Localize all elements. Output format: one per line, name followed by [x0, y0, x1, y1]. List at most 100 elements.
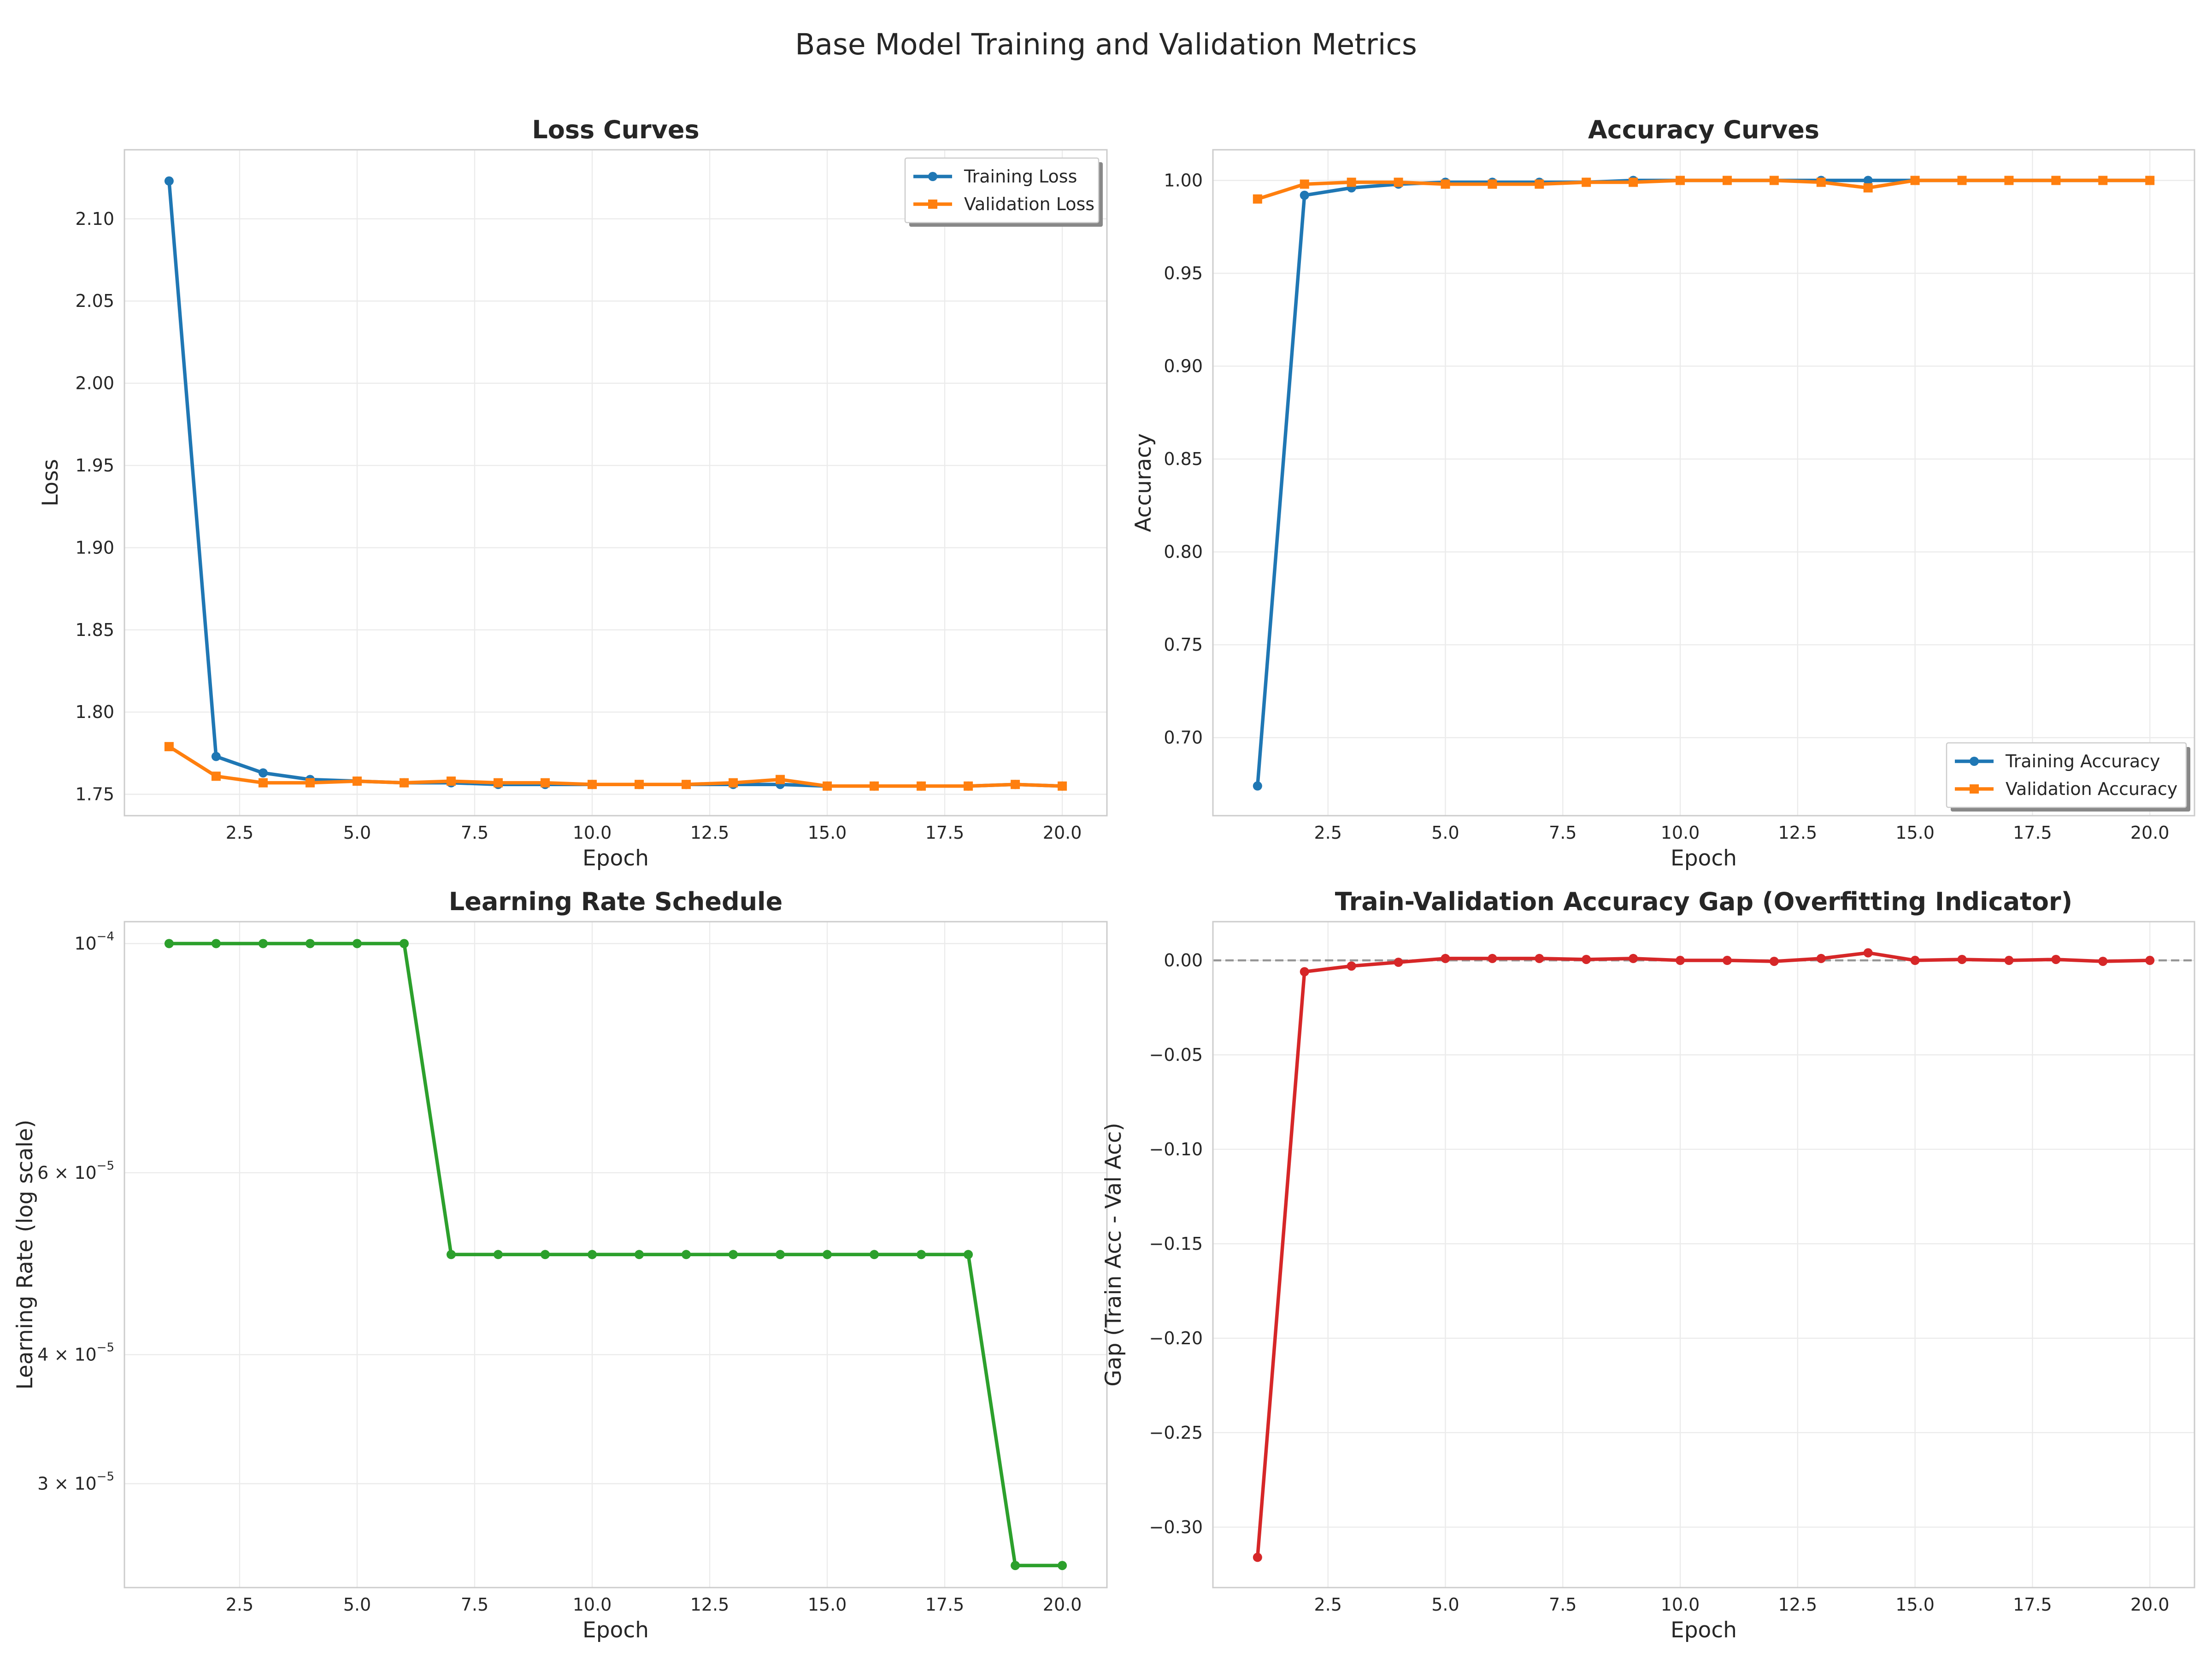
panel-3-series-1-point — [1011, 1561, 1020, 1571]
panel-2-series-1-point — [1300, 190, 1309, 200]
panel-4-series-1-point — [1441, 953, 1450, 963]
panel-4-series-1-point — [1957, 954, 1967, 964]
panel-4-ytick-label: −0.25 — [1149, 1423, 1203, 1443]
panel-4-xtick-label: 5.0 — [1431, 1594, 1459, 1615]
panel-2-series-2-line — [1257, 178, 2150, 201]
panel-2-series-1-point — [1863, 176, 1873, 185]
panel-3-series-1-point — [211, 939, 221, 948]
panel-3-ytick-base: 6 × 10 — [37, 1163, 97, 1183]
panel-3-ytick-exponent: −5 — [97, 1341, 114, 1355]
panel-3-ytick-exponent: −5 — [97, 1159, 114, 1173]
panel-4-title: Train-Validation Accuracy Gap (Overfitti… — [1335, 887, 2073, 916]
panel-1-series-1-point — [164, 176, 174, 186]
panel-3-series-1-point — [635, 1250, 644, 1259]
panel-4-xtick-label: 15.0 — [1895, 1594, 1935, 1615]
panel-3-ytick-label: 10−4 — [74, 930, 114, 953]
panel-1-ytick-label: 1.90 — [75, 537, 114, 558]
panel-2-series-2-point — [2051, 176, 2061, 185]
panel-4-series-1-point — [2004, 956, 2014, 965]
panel-4-ytick-label: −0.05 — [1149, 1045, 1203, 1065]
figure-title: Base Model Training and Validation Metri… — [795, 28, 1417, 61]
panel-2-ytick-label: 1.00 — [1164, 171, 1203, 191]
panel-1-series-1-point — [258, 768, 268, 778]
panel-3-series-1-point — [776, 1250, 785, 1259]
panel-4-series-1-point — [1816, 953, 1826, 963]
panel-3-series-1 — [164, 939, 1067, 1571]
panel-3-xtick-label: 20.0 — [1043, 1594, 1082, 1615]
panel-1-xtick-label: 2.5 — [226, 823, 253, 843]
panel-1: 2.5 5.0 7.5 10.0 12.5 15.0 17.5 20.0 1.75 1.80 1.8… — [38, 115, 1108, 871]
panel-1-series-2-point — [1058, 781, 1067, 791]
panel-4-series-1-point — [1769, 957, 1779, 966]
panel-1-plot-area — [124, 150, 1107, 816]
panel-1-series-2-point — [352, 777, 362, 786]
panel-4-series-1-point — [1347, 961, 1356, 971]
panel-4-series-1-point — [2051, 954, 2061, 964]
panel-2-series-2-point — [1957, 176, 1967, 185]
panel-2-series-2-point — [1441, 179, 1450, 189]
panel-1-ytick-label: 2.05 — [75, 291, 114, 311]
panel-3-series-1-point — [917, 1250, 926, 1259]
panel-3-series-1-point — [164, 939, 174, 948]
panel-4-xtick-label: 17.5 — [2013, 1594, 2052, 1615]
panel-2-legend-box — [1946, 742, 2187, 808]
panel-2-legend-swatch-marker — [1970, 784, 1979, 794]
panel-2-xtick-label: 17.5 — [2013, 823, 2052, 843]
panel-2-series-2 — [1253, 176, 2155, 204]
panel-4-series-1-line — [1256, 951, 2150, 1558]
panel-1-legend-swatch-marker — [928, 172, 937, 181]
panel-2-xtick-label: 5.0 — [1431, 823, 1459, 843]
panel-4-series-1-point — [1722, 956, 1732, 965]
panel-3-series-1-point — [446, 1250, 456, 1259]
panel-2-series-2-point — [1535, 179, 1544, 189]
panel-2-ytick-label: 0.75 — [1164, 635, 1203, 655]
panel-4-ytick-label: −0.20 — [1149, 1328, 1203, 1348]
panel-3-series-1-point — [1058, 1561, 1067, 1571]
panel-1-series-2-point — [823, 781, 832, 791]
panel-1-ytick-label: 1.85 — [75, 620, 114, 640]
panel-2-legend-label: Validation Accuracy — [2006, 779, 2177, 799]
panel-1-series-2 — [164, 742, 1067, 791]
panel-2-legend-label: Training Accuracy — [2005, 751, 2160, 771]
panel-4-plot-area — [1213, 922, 2194, 1588]
panel-1-ytick-label: 1.75 — [75, 784, 114, 805]
panel-1-ytick-label: 1.95 — [75, 455, 114, 476]
panel-3-series-1-point — [823, 1250, 832, 1259]
panel-4-series-1-point — [2098, 957, 2108, 966]
panel-2-series-2-point — [1582, 177, 1591, 187]
panel-1-xlabel: Epoch — [582, 846, 649, 871]
panel-3-ytick-base: 10 — [74, 933, 96, 953]
panel-2-xlabel: Epoch — [1671, 846, 1737, 871]
panel-2-series-1-point — [1253, 781, 1262, 791]
panel-1-ytick-label: 2.10 — [75, 209, 114, 229]
panel-4-series-1-point — [1582, 954, 1591, 964]
panel-2-series-2-point — [2098, 176, 2108, 185]
panel-4-series-1-point — [1863, 948, 1873, 958]
panel-1-series-2-point — [305, 778, 315, 788]
panel-1-series-2-point — [540, 778, 550, 788]
panel-1-xtick-label: 12.5 — [690, 823, 729, 843]
panel-2-ytick-label: 0.80 — [1164, 542, 1203, 562]
panel-2-series-2-point — [1676, 176, 1685, 185]
panel-3-xtick-label: 2.5 — [226, 1594, 253, 1615]
panel-1-series-2-point — [1011, 780, 1020, 789]
panel-3-xtick-label: 5.0 — [343, 1594, 371, 1615]
panel-4-xtick-label: 20.0 — [2130, 1594, 2170, 1615]
panel-2-series-2-point — [1488, 179, 1497, 189]
panel-2-xtick-label: 20.0 — [2130, 823, 2170, 843]
panel-2-series-2-point — [1300, 179, 1309, 189]
panel-1-ylabel: Loss — [38, 459, 63, 506]
panel-1-series-1-point — [211, 752, 221, 761]
panel-2-title: Accuracy Curves — [1588, 115, 1819, 144]
panel-3-ylabel: Learning Rate (log scale) — [12, 1119, 38, 1389]
panel-3-series-1-line — [169, 941, 1063, 1567]
panel-3-ytick-base: 3 × 10 — [37, 1474, 97, 1494]
panel-2-xtick-label: 2.5 — [1314, 823, 1341, 843]
panel-2: 2.5 5.0 7.5 10.0 12.5 15.0 17.5 20.0 0.70 0.75 0.8… — [1131, 115, 2195, 871]
panel-1-legend-label: Training Loss — [964, 166, 1077, 187]
panel-4-series-1-point — [1629, 953, 1638, 963]
panel-2-xtick-label: 7.5 — [1549, 823, 1577, 843]
panel-2-series-2-point — [1816, 177, 1826, 187]
panel-2-frame — [1212, 149, 2195, 817]
